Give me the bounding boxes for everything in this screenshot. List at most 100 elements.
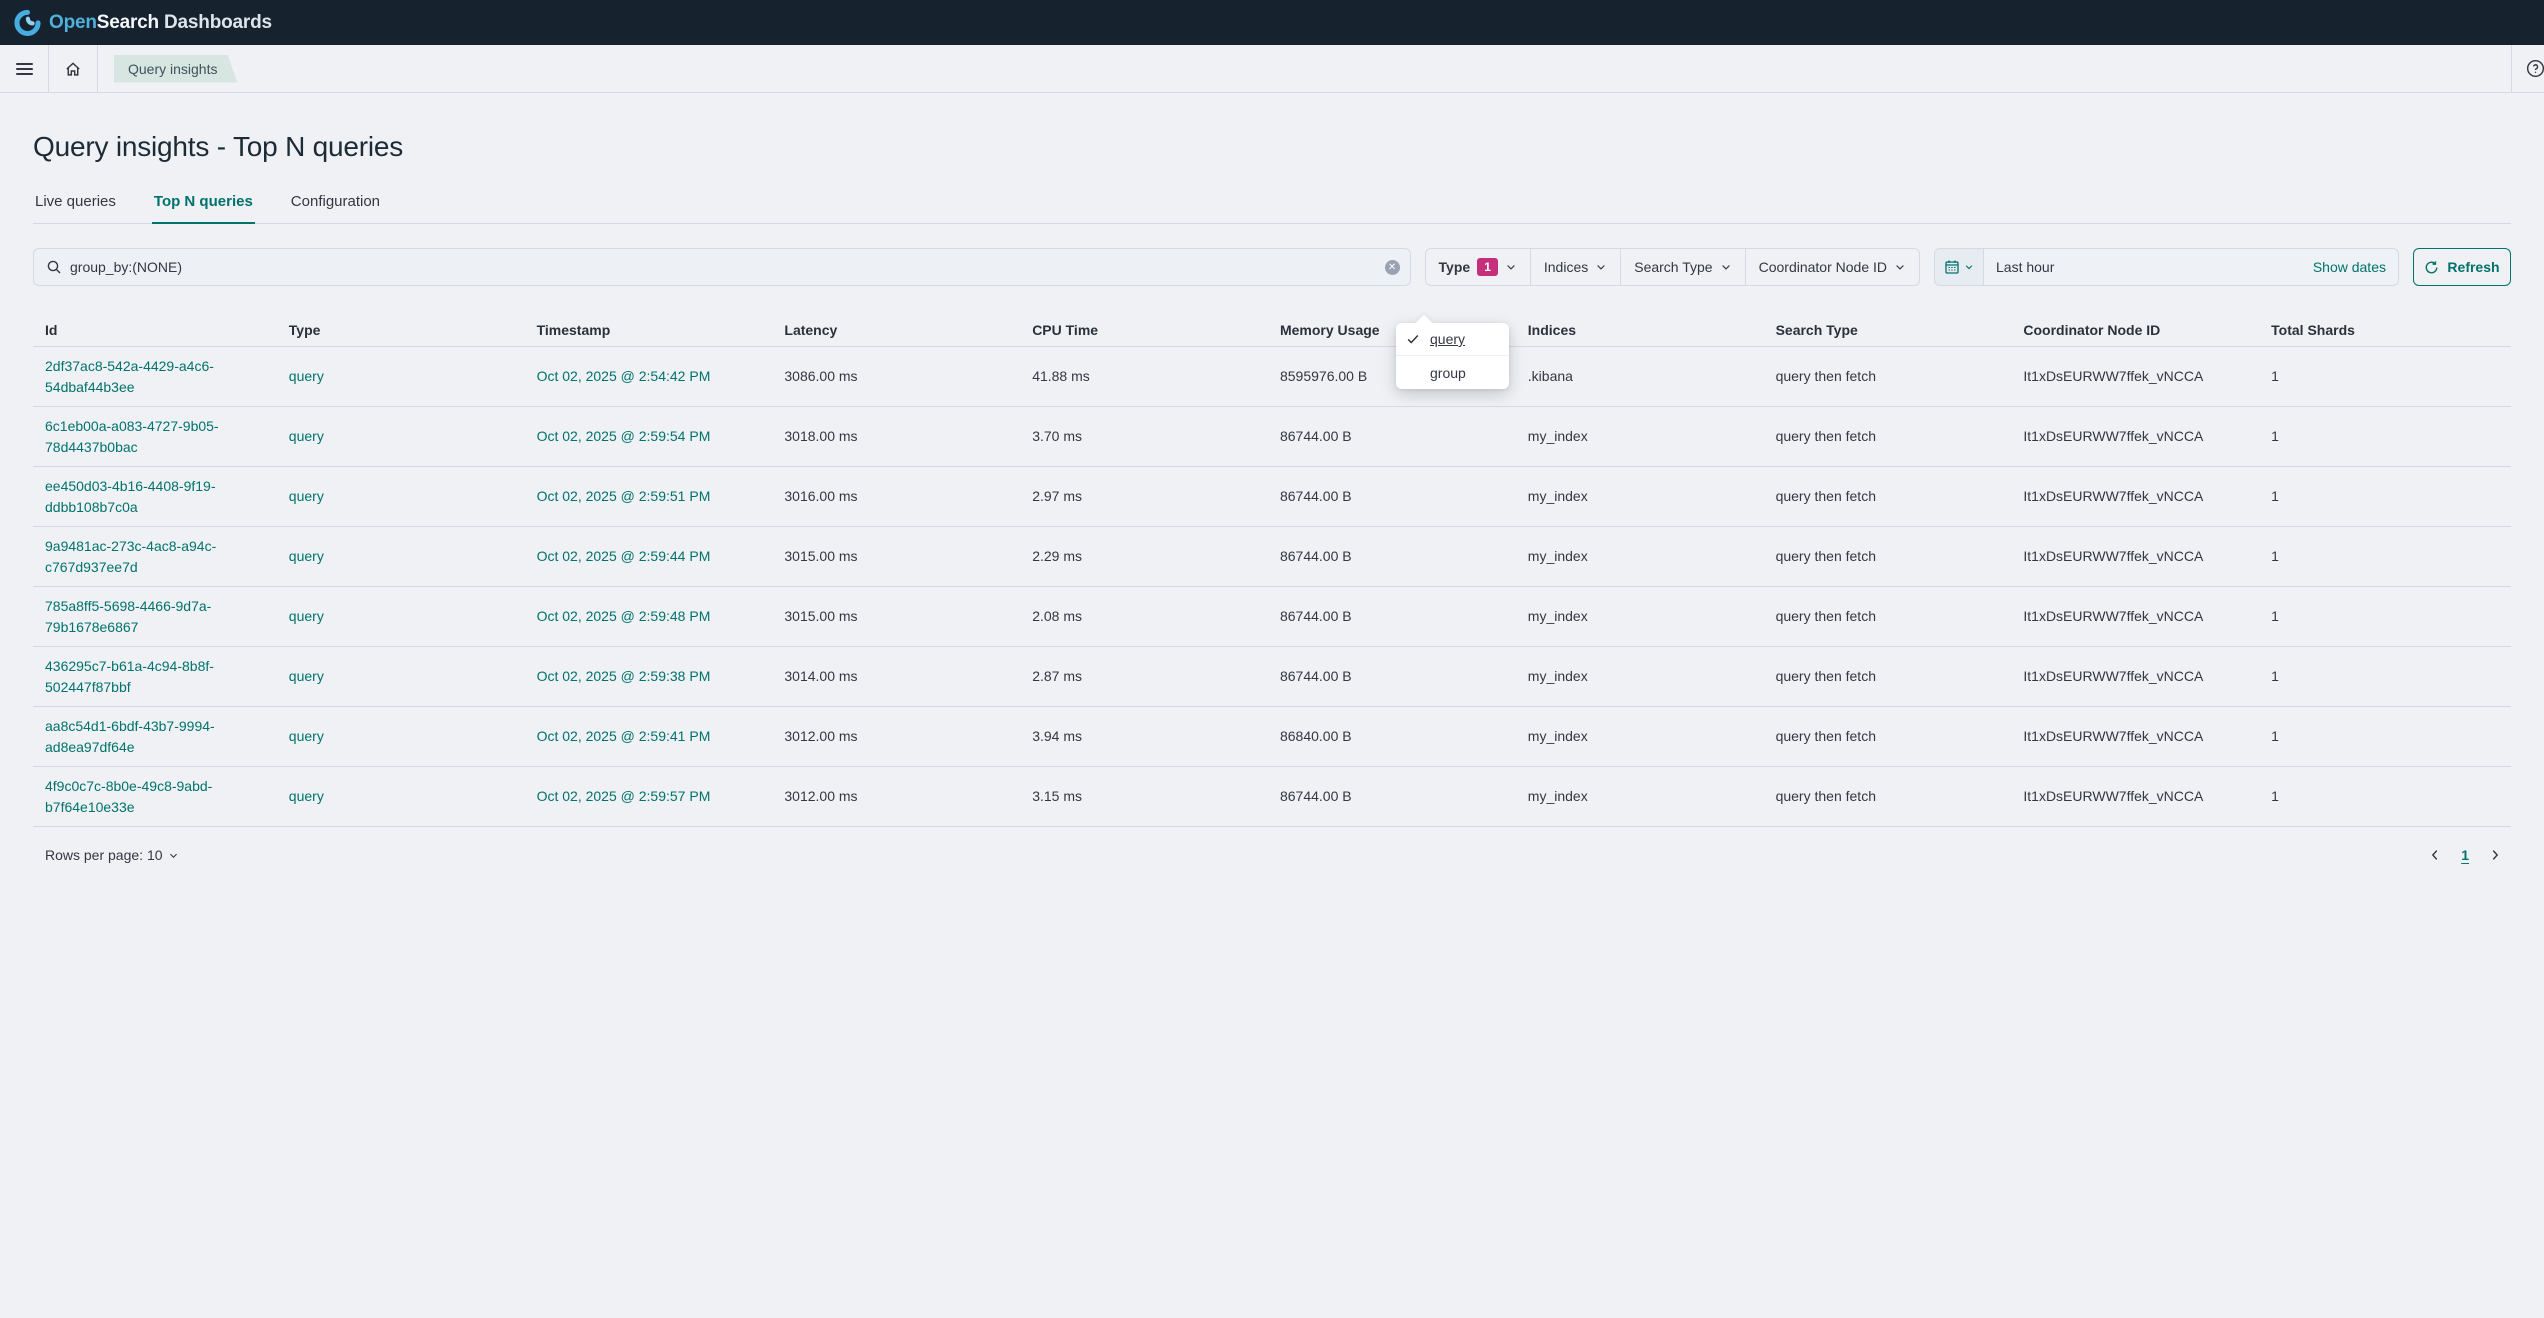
table-head: Id Type Timestamp Latency CPU Time Memory Usa… xyxy=(33,314,2511,347)
table-row: aa8c54d1-6bdf-43b7-9994-ad8ea97df64e que… xyxy=(33,707,2511,767)
timestamp-link[interactable]: Oct 02, 2025 @ 2:59:54 PM xyxy=(536,428,711,445)
timestamp-link[interactable]: Oct 02, 2025 @ 2:59:38 PM xyxy=(536,668,711,685)
timestamp-link[interactable]: Oct 02, 2025 @ 2:59:41 PM xyxy=(536,728,711,745)
cell-latency: 3015.00 ms xyxy=(784,548,858,565)
cell-type: query xyxy=(281,426,529,446)
type-option-group-label: group xyxy=(1430,364,1466,381)
type-filter-popover: query group xyxy=(1396,323,1509,389)
top-n-queries-table: Id Type Timestamp Latency CPU Time Memory Usa… xyxy=(33,314,2511,827)
filter-type-button[interactable]: Type 1 xyxy=(1426,249,1531,285)
cell-id: 4f9c0c7c-8b0e-49c8-9abd-b7f64e10e33e xyxy=(33,776,281,817)
chevron-down-icon xyxy=(1720,261,1732,273)
cell-type: query xyxy=(281,606,529,626)
opensearch-brand[interactable]: OpenSearch Dashboards xyxy=(14,9,272,36)
filter-indices-button[interactable]: Indices xyxy=(1531,249,1622,285)
cell-id: 9a9481ac-273c-4ac8-a94c-c767d937ee7d xyxy=(33,536,281,577)
cell-coordinator-node-id: It1xDsEURWW7ffek_vNCCA xyxy=(2023,608,2204,625)
cell-timestamp: Oct 02, 2025 @ 2:59:48 PM xyxy=(529,606,777,626)
query-type-link[interactable]: query xyxy=(288,548,324,565)
cell-timestamp: Oct 02, 2025 @ 2:59:38 PM xyxy=(529,666,777,686)
query-type-link[interactable]: query xyxy=(288,608,324,625)
cell-total-shards: 1 xyxy=(2271,368,2279,385)
column-header: Indices xyxy=(1527,322,1577,338)
search-box: ✕ xyxy=(33,248,1411,286)
timestamp-link[interactable]: Oct 02, 2025 @ 2:59:51 PM xyxy=(536,488,711,505)
home-button[interactable] xyxy=(49,45,97,93)
cell-latency: 3015.00 ms xyxy=(784,608,858,625)
cell-search-type: query then fetch xyxy=(1775,428,1876,445)
column-header: Memory Usage xyxy=(1279,322,1380,338)
query-type-link[interactable]: query xyxy=(288,488,324,505)
search-icon xyxy=(46,259,62,275)
cell-search-type: query then fetch xyxy=(1775,728,1876,745)
tab-configuration[interactable]: Configuration xyxy=(290,193,381,210)
timestamp-link[interactable]: Oct 02, 2025 @ 2:54:42 PM xyxy=(536,368,711,385)
query-id-link[interactable]: 9a9481ac-273c-4ac8-a94c-c767d937ee7d xyxy=(45,538,217,575)
query-id-link[interactable]: 436295c7-b61a-4c94-8b8f-502447f87bbf xyxy=(45,658,214,695)
cell-latency: 3014.00 ms xyxy=(784,668,858,685)
cell-id: 436295c7-b61a-4c94-8b8f-502447f87bbf xyxy=(33,656,281,697)
help-button[interactable] xyxy=(2512,45,2544,93)
cell-search-type: query then fetch xyxy=(1775,368,1876,385)
query-type-link[interactable]: query xyxy=(288,788,324,805)
cell-latency: 3012.00 ms xyxy=(784,728,858,745)
cell-cpu-time: 3.70 ms xyxy=(1032,428,1082,445)
next-page-button[interactable] xyxy=(2483,843,2507,867)
breadcrumb[interactable]: Query insights xyxy=(114,55,237,83)
query-id-link[interactable]: 785a8ff5-5698-4466-9d7a-79b1678e6867 xyxy=(45,598,212,635)
query-type-link[interactable]: query xyxy=(288,368,324,385)
cell-id: ee450d03-4b16-4408-9f19-ddbb108b7c0a xyxy=(33,476,281,517)
query-id-link[interactable]: aa8c54d1-6bdf-43b7-9994-ad8ea97df64e xyxy=(45,718,215,755)
timestamp-link[interactable]: Oct 02, 2025 @ 2:59:44 PM xyxy=(536,548,711,565)
cell-memory-usage: 86744.00 B xyxy=(1279,428,1352,445)
chevron-down-icon xyxy=(168,850,179,861)
tab-live-queries[interactable]: Live queries xyxy=(35,193,116,210)
chevron-down-icon xyxy=(1505,261,1517,273)
refresh-icon xyxy=(2424,260,2439,275)
cell-timestamp: Oct 02, 2025 @ 2:59:54 PM xyxy=(529,426,777,446)
search-input[interactable] xyxy=(70,259,1385,275)
column-header: Latency xyxy=(784,322,838,338)
type-option-group[interactable]: group xyxy=(1396,356,1509,389)
query-type-link[interactable]: query xyxy=(288,728,324,745)
query-id-link[interactable]: 6c1eb00a-a083-4727-9b05-78d4437b0bac xyxy=(45,418,219,455)
cell-cpu-time: 3.94 ms xyxy=(1032,728,1082,745)
query-id-link[interactable]: ee450d03-4b16-4408-9f19-ddbb108b7c0a xyxy=(45,478,216,515)
date-range-value[interactable]: Last hour xyxy=(1996,259,2055,275)
cell-coordinator-node-id: It1xDsEURWW7ffek_vNCCA xyxy=(2023,488,2204,505)
cell-coordinator-node-id: It1xDsEURWW7ffek_vNCCA xyxy=(2023,788,2204,805)
cell-memory-usage: 86744.00 B xyxy=(1279,548,1352,565)
table-row: ee450d03-4b16-4408-9f19-ddbb108b7c0a que… xyxy=(33,467,2511,527)
menu-button[interactable] xyxy=(0,45,48,93)
query-type-link[interactable]: query xyxy=(288,668,324,685)
cell-type: query xyxy=(281,546,529,566)
date-picker: Last hour Show dates xyxy=(1934,248,2399,286)
cell-type: query xyxy=(281,666,529,686)
calendar-icon xyxy=(1944,259,1960,275)
type-option-query[interactable]: query xyxy=(1396,323,1509,356)
type-option-query-label: query xyxy=(1430,331,1466,347)
cell-memory-usage: 86744.00 B xyxy=(1279,788,1352,805)
cell-indices: my_index xyxy=(1527,608,1588,625)
previous-page-button[interactable] xyxy=(2423,843,2447,867)
chevron-down-icon xyxy=(1595,261,1607,273)
rows-per-page-button[interactable]: Rows per page: 10 xyxy=(33,847,179,863)
query-id-link[interactable]: 2df37ac8-542a-4429-a4c6-54dbaf44b3ee xyxy=(45,358,214,395)
table-row: 2df37ac8-542a-4429-a4c6-54dbaf44b3ee que… xyxy=(33,347,2511,407)
table-header-row: Id Type Timestamp Latency CPU Time Memory Usa… xyxy=(33,314,2511,347)
timestamp-link[interactable]: Oct 02, 2025 @ 2:59:48 PM xyxy=(536,608,711,625)
date-quick-select-button[interactable] xyxy=(1935,249,1984,285)
page-number-1[interactable]: 1 xyxy=(2461,847,2469,863)
query-type-link[interactable]: query xyxy=(288,428,324,445)
clear-search-icon[interactable]: ✕ xyxy=(1384,259,1400,275)
filter-search-type-button[interactable]: Search Type xyxy=(1621,249,1746,285)
cell-type: query xyxy=(281,726,529,746)
filter-coordinator-node-button[interactable]: Coordinator Node ID xyxy=(1746,249,1919,285)
query-id-link[interactable]: 4f9c0c7c-8b0e-49c8-9abd-b7f64e10e33e xyxy=(45,778,213,815)
timestamp-link[interactable]: Oct 02, 2025 @ 2:59:57 PM xyxy=(536,788,711,805)
tab-top-n-queries[interactable]: Top N queries xyxy=(151,181,255,224)
refresh-button[interactable]: Refresh xyxy=(2413,248,2511,286)
show-dates-button[interactable]: Show dates xyxy=(2312,259,2386,275)
cell-total-shards: 1 xyxy=(2271,428,2279,445)
cell-total-shards: 1 xyxy=(2271,788,2279,805)
